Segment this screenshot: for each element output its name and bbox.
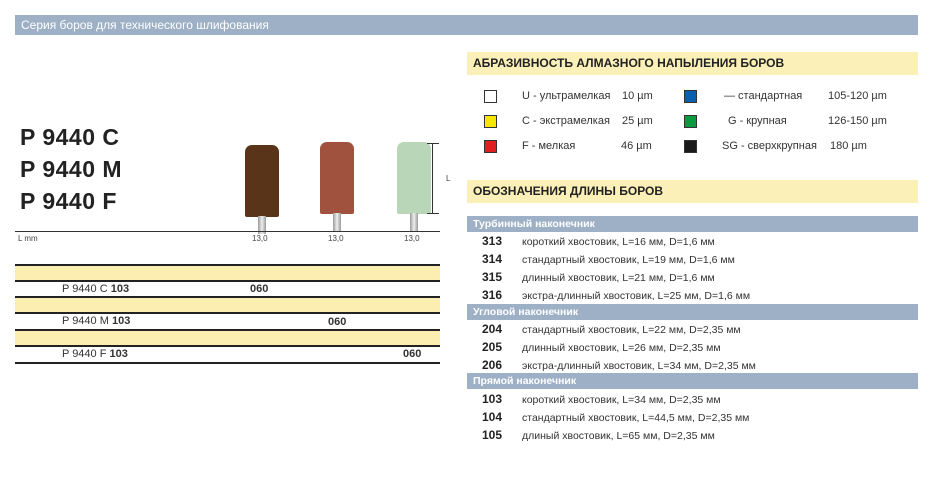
order-suffix: 103 [111, 315, 131, 327]
length-desc: экстра-длинный хвостовик, L=34 мм, D=2,3… [522, 360, 756, 372]
divider [15, 231, 440, 232]
table-line [15, 362, 440, 364]
grit-label: C - экстрамелкая [522, 115, 610, 127]
table-line [15, 296, 440, 298]
table-line [15, 280, 440, 282]
length-desc: короткий хвостовик, L=34 мм, D=2,35 мм [522, 394, 721, 406]
abrasiveness-title: АБРАЗИВНОСТЬ АЛМАЗНОГО НАПЫЛЕНИЯ БОРОВ [467, 52, 918, 75]
dimension-tick [427, 213, 439, 214]
length-desc: стандартный хвостовик, L=19 мм, D=1,6 мм [522, 254, 735, 266]
order-suffix: 103 [110, 283, 130, 295]
color-swatch-blue [684, 90, 697, 103]
group-angular: Угловой наконечник [467, 304, 918, 320]
table-line [15, 264, 440, 266]
table-line [15, 312, 440, 314]
grit-size: 105-120 µm [828, 90, 887, 102]
length-desc: стандартный хвостовик, L=22 мм, D=2,35 м… [522, 324, 741, 336]
grit-label: G - крупная [728, 115, 787, 127]
order-suffix: 103 [109, 348, 128, 360]
length-code: 315 [482, 270, 503, 284]
grit-label: U - ультрамелкая [522, 90, 611, 102]
length-code: 104 [482, 410, 503, 424]
color-swatch-yellow [484, 115, 497, 128]
length-desc: длинный хвостовик, L=26 мм, D=2,35 мм [522, 342, 721, 354]
l-mm-label: L mm [18, 234, 38, 243]
table-band [15, 298, 440, 312]
bur-image-c [245, 145, 279, 217]
order-code: P 9440 F [62, 348, 110, 360]
table-band [15, 331, 440, 345]
color-swatch-black [684, 140, 697, 153]
order-row-m: P 9440 M 103 [62, 315, 130, 327]
order-code: P 9440 C [62, 283, 111, 295]
bur-shank [333, 213, 341, 231]
grit-size: 46 µm [621, 140, 652, 152]
bur-image-m [320, 142, 354, 214]
lengths-title: ОБОЗНАЧЕНИЯ ДЛИНЫ БОРОВ [467, 180, 918, 203]
length-value: 13,0 [252, 234, 268, 243]
order-row-f: P 9440 F 103 [62, 348, 128, 360]
color-swatch-white [484, 90, 497, 103]
order-value: 060 [403, 348, 422, 360]
model-title-f: P 9440 F [20, 188, 117, 214]
table-line [15, 329, 440, 331]
table-line [15, 345, 440, 347]
bur-shank [258, 216, 266, 234]
length-desc: стандартный хвостовик, L=44,5 мм, D=2,35… [522, 412, 750, 424]
dimension-label: L [446, 174, 451, 183]
order-value: 060 [328, 316, 347, 328]
grit-size: 25 µm [622, 115, 653, 127]
dimension-tick [427, 143, 439, 144]
length-code: 313 [482, 234, 503, 248]
length-code: 105 [482, 428, 503, 442]
group-straight: Прямой наконечник [467, 373, 918, 389]
length-code: 206 [482, 358, 503, 372]
grit-label: F - мелкая [522, 140, 576, 152]
length-value: 13,0 [328, 234, 344, 243]
length-desc: короткий хвостовик, L=16 мм, D=1,6 мм [522, 236, 715, 248]
length-code: 314 [482, 252, 503, 266]
color-swatch-red [484, 140, 497, 153]
length-desc: длиный хвостовик, L=65 мм, D=2,35 мм [522, 430, 715, 442]
table-band [15, 266, 440, 280]
length-code: 103 [482, 392, 503, 406]
order-value: 060 [250, 283, 269, 295]
dimension-line [432, 143, 433, 213]
length-value: 13,0 [404, 234, 420, 243]
model-title-c: P 9440 C [20, 124, 120, 150]
grit-size: 126-150 µm [828, 115, 887, 127]
bur-image-f [397, 142, 431, 214]
length-desc: длинный хвостовик, L=21 мм, D=1,6 мм [522, 272, 715, 284]
order-code: P 9440 M [62, 315, 112, 327]
model-title-m: P 9440 M [20, 156, 123, 182]
grit-label: — стандартная [724, 90, 803, 102]
grit-size: 10 µm [622, 90, 653, 102]
color-swatch-green [684, 115, 697, 128]
bur-shank [410, 213, 418, 231]
page-header: Серия боров для технического шлифования [15, 15, 918, 35]
length-code: 316 [482, 288, 503, 302]
length-desc: экстра-длинный хвостовик, L=25 мм, D=1,6… [522, 290, 751, 302]
group-turbine: Турбинный наконечник [467, 216, 918, 232]
length-code: 204 [482, 322, 503, 336]
grit-label: SG - сверхкрупная [722, 140, 817, 152]
grit-size: 180 µm [830, 140, 867, 152]
length-code: 205 [482, 340, 503, 354]
order-row-c: P 9440 C 103 [62, 283, 129, 295]
